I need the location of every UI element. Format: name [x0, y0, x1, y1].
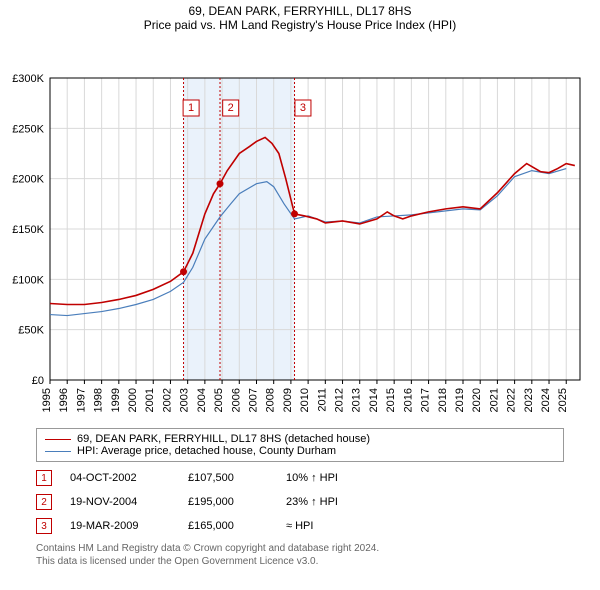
chart-title-line1: 69, DEAN PARK, FERRYHILL, DL17 8HS	[0, 0, 600, 18]
table-row: 3 19-MAR-2009 £165,000 ≈ HPI	[36, 514, 564, 538]
svg-text:2014: 2014	[368, 388, 380, 412]
svg-text:2021: 2021	[488, 388, 500, 412]
svg-text:2007: 2007	[247, 388, 259, 412]
svg-text:2000: 2000	[127, 388, 139, 412]
tx-delta: 23% ↑ HPI	[286, 496, 338, 508]
svg-text:1: 1	[188, 102, 194, 114]
svg-text:2003: 2003	[179, 388, 191, 412]
tx-date: 04-OCT-2002	[70, 472, 170, 484]
svg-text:2011: 2011	[316, 388, 328, 412]
footnote-line: This data is licensed under the Open Gov…	[36, 555, 564, 568]
svg-text:2010: 2010	[299, 388, 311, 412]
svg-text:2012: 2012	[334, 388, 346, 412]
legend-item: HPI: Average price, detached house, Coun…	[45, 445, 555, 457]
svg-text:2023: 2023	[523, 388, 535, 412]
svg-text:2013: 2013	[351, 388, 363, 412]
svg-text:2002: 2002	[161, 388, 173, 412]
footnote: Contains HM Land Registry data © Crown c…	[36, 542, 564, 568]
tx-delta: ≈ HPI	[286, 520, 313, 532]
svg-text:2018: 2018	[437, 388, 449, 412]
svg-text:2025: 2025	[557, 388, 569, 412]
svg-text:2020: 2020	[471, 388, 483, 412]
svg-text:2009: 2009	[282, 388, 294, 412]
tx-marker-icon: 2	[36, 494, 52, 510]
chart-title-line2: Price paid vs. HM Land Registry's House …	[0, 18, 600, 32]
legend-swatch	[45, 439, 71, 440]
table-row: 2 19-NOV-2004 £195,000 23% ↑ HPI	[36, 490, 564, 514]
svg-text:1998: 1998	[93, 388, 105, 412]
svg-text:2015: 2015	[385, 388, 397, 412]
svg-text:2006: 2006	[230, 388, 242, 412]
tx-date: 19-NOV-2004	[70, 496, 170, 508]
chart-container: 69, DEAN PARK, FERRYHILL, DL17 8HS Price…	[0, 0, 600, 590]
svg-text:1997: 1997	[75, 388, 87, 412]
svg-text:£50K: £50K	[18, 325, 44, 337]
svg-text:£300K: £300K	[12, 73, 44, 85]
table-row: 1 04-OCT-2002 £107,500 10% ↑ HPI	[36, 466, 564, 490]
svg-text:2016: 2016	[402, 388, 414, 412]
legend-label: 69, DEAN PARK, FERRYHILL, DL17 8HS (deta…	[77, 433, 370, 445]
svg-text:2004: 2004	[196, 388, 208, 412]
legend-item: 69, DEAN PARK, FERRYHILL, DL17 8HS (deta…	[45, 433, 555, 445]
legend-label: HPI: Average price, detached house, Coun…	[77, 445, 336, 457]
tx-delta: 10% ↑ HPI	[286, 472, 338, 484]
tx-marker-icon: 1	[36, 470, 52, 486]
svg-text:£0: £0	[32, 375, 44, 387]
tx-marker-icon: 3	[36, 518, 52, 534]
svg-text:£250K: £250K	[12, 123, 44, 135]
svg-text:2001: 2001	[144, 388, 156, 412]
tx-price: £107,500	[188, 472, 268, 484]
svg-text:2019: 2019	[454, 388, 466, 412]
svg-text:2022: 2022	[506, 388, 518, 412]
svg-text:2008: 2008	[265, 388, 277, 412]
transactions-table: 1 04-OCT-2002 £107,500 10% ↑ HPI 2 19-NO…	[36, 466, 564, 538]
price-chart: £0 £50K £100K £150K £200K £250K £300K 1995 1996 1…	[0, 32, 600, 422]
tx-date: 19-MAR-2009	[70, 520, 170, 532]
svg-text:2: 2	[228, 102, 234, 114]
tx-price: £165,000	[188, 520, 268, 532]
svg-text:2024: 2024	[540, 388, 552, 412]
legend: 69, DEAN PARK, FERRYHILL, DL17 8HS (deta…	[36, 428, 564, 462]
legend-swatch	[45, 451, 71, 452]
tx-price: £195,000	[188, 496, 268, 508]
svg-text:1995: 1995	[41, 388, 53, 412]
svg-text:1999: 1999	[110, 388, 122, 412]
svg-text:2005: 2005	[213, 388, 225, 412]
svg-text:£150K: £150K	[12, 224, 44, 236]
footnote-line: Contains HM Land Registry data © Crown c…	[36, 542, 564, 555]
svg-text:2017: 2017	[420, 388, 432, 412]
svg-text:1996: 1996	[58, 388, 70, 412]
svg-text:£200K: £200K	[12, 174, 44, 186]
svg-text:£100K: £100K	[12, 274, 44, 286]
svg-text:3: 3	[300, 102, 306, 114]
